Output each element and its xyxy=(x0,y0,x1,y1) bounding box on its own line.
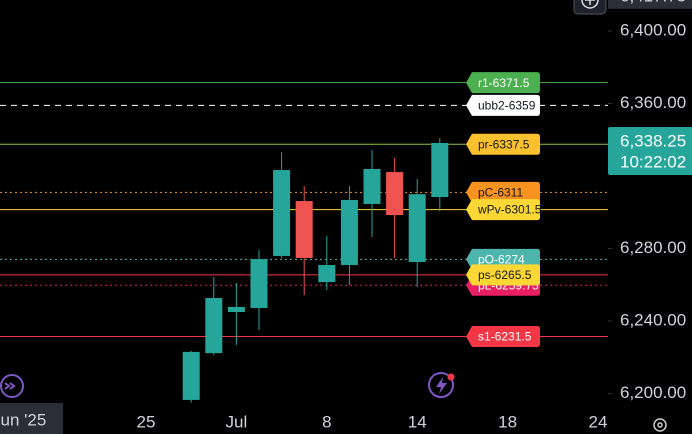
settings-button[interactable] xyxy=(653,418,667,432)
lightning-icon[interactable] xyxy=(428,372,454,398)
add-button[interactable] xyxy=(573,0,607,15)
x-tick-label: 14 xyxy=(408,412,427,431)
period-box xyxy=(0,403,63,434)
level-label: s1-6231.5 xyxy=(478,330,532,344)
candle-body xyxy=(227,306,245,312)
lightning-button[interactable] xyxy=(428,372,455,398)
x-tick-label: Jul xyxy=(226,412,248,431)
candle-body xyxy=(182,351,200,400)
candle-body xyxy=(408,194,426,262)
y-tick-label: 6,240.00 xyxy=(620,311,686,330)
lightning-icon[interactable] xyxy=(436,377,447,394)
last-price-box xyxy=(608,126,692,175)
level-label: r1-6371.5 xyxy=(478,76,530,90)
x-tick-label: 25 xyxy=(137,412,156,431)
y-tick-label: 6,360.00 xyxy=(620,93,686,112)
axes: 6,400.00 6,360.00 6,280.00 6,240.00 6,200.00… xyxy=(137,0,692,431)
x-tick-label: 8 xyxy=(322,412,331,431)
level-tag xyxy=(466,94,540,116)
candle-body xyxy=(250,259,268,309)
level-tag xyxy=(466,181,540,203)
period-label: Jun '25 xyxy=(0,410,46,429)
last-price-time: 10:22:02 xyxy=(620,152,686,171)
level-label: ps-6265.5 xyxy=(478,268,532,282)
y-tick-label: 6,280.00 xyxy=(620,238,686,257)
crosshair-label: 6,417.75 xyxy=(620,0,686,5)
candle-body xyxy=(340,199,358,266)
level-label: wPv-6301.5 xyxy=(477,203,542,217)
candle-body xyxy=(295,201,313,258)
add-icon[interactable] xyxy=(581,0,599,9)
y-tick-label: 6,200.00 xyxy=(620,383,686,402)
candle-body xyxy=(205,298,223,354)
navigate-button[interactable] xyxy=(0,374,24,398)
last-price-label: 6,338.25 xyxy=(620,131,686,150)
level-label: pC-6311 xyxy=(478,186,523,200)
level-tag xyxy=(466,72,540,94)
x-tick-label: 18 xyxy=(498,412,517,431)
level-label: ubb2-6359 xyxy=(478,98,536,112)
y-tick-label: 6,400.00 xyxy=(620,20,686,39)
level-labels: r1-6371.5 ubb2-6359 pr-6337.5 pC-6311 wPv-63… xyxy=(466,72,542,347)
level-label: pO-6274 xyxy=(478,253,525,267)
level-tag xyxy=(466,325,540,347)
crosshair-box xyxy=(608,0,692,9)
level-tag xyxy=(466,133,540,155)
candle-body xyxy=(386,172,404,216)
level-tag xyxy=(466,199,540,221)
candle-body xyxy=(318,265,336,283)
level-label: pr-6337.5 xyxy=(478,137,530,151)
x-tick-label: 24 xyxy=(589,412,608,431)
candles xyxy=(182,137,449,403)
navigate-icon[interactable] xyxy=(4,382,16,390)
navigate-icon[interactable] xyxy=(0,374,24,398)
candle-body xyxy=(273,170,291,256)
settings-icon[interactable] xyxy=(653,418,667,432)
notification-dot xyxy=(447,373,455,381)
candle-body xyxy=(431,142,449,198)
candle-body xyxy=(363,168,381,204)
level-tag xyxy=(466,264,540,286)
settings-icon[interactable] xyxy=(657,422,663,428)
